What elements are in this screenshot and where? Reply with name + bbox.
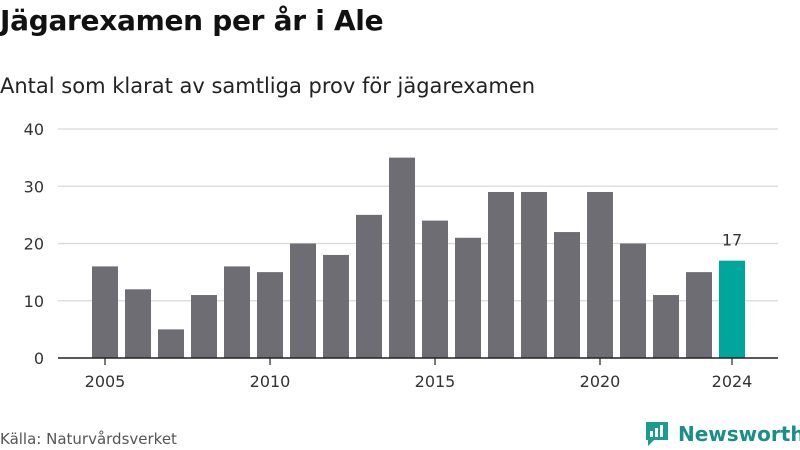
bar xyxy=(224,266,250,358)
bar xyxy=(290,243,316,358)
chart-title: Jägarexamen per år i Ale xyxy=(0,4,384,37)
x-tick-label: 2020 xyxy=(580,372,621,391)
bar xyxy=(158,329,184,358)
brand-name: Newsworthy xyxy=(678,422,800,446)
bar xyxy=(422,220,448,358)
x-tick-label: 2024 xyxy=(712,372,753,391)
bar xyxy=(323,254,349,358)
bar xyxy=(389,157,415,358)
y-tick-label: 40 xyxy=(24,120,44,139)
bar xyxy=(257,272,283,358)
bar xyxy=(191,295,217,358)
x-tick-label: 2015 xyxy=(415,372,456,391)
y-tick-label: 20 xyxy=(24,235,44,254)
bar xyxy=(455,237,481,358)
bar xyxy=(554,232,580,358)
chart-subtitle: Antal som klarat av samtliga prov för jä… xyxy=(0,74,536,98)
y-tick-label: 30 xyxy=(24,177,44,196)
brand-logo[interactable]: Newsworthy xyxy=(644,420,800,448)
bar xyxy=(125,289,151,358)
bar xyxy=(587,191,613,358)
y-tick-label: 0 xyxy=(34,349,44,368)
bar xyxy=(521,191,547,358)
x-tick-label: 2010 xyxy=(250,372,291,391)
newsworthy-logo-icon xyxy=(646,422,668,446)
bar xyxy=(686,272,712,358)
bar-value-label: 17 xyxy=(722,231,742,250)
bar xyxy=(653,295,679,358)
source-note: Källa: Naturvårdsverket xyxy=(0,430,177,448)
x-tick-label: 2005 xyxy=(85,372,126,391)
bar xyxy=(356,214,382,358)
bar-highlight xyxy=(719,260,745,358)
bar xyxy=(620,243,646,358)
bar xyxy=(488,191,514,358)
bar xyxy=(92,266,118,358)
y-tick-label: 10 xyxy=(24,292,44,311)
